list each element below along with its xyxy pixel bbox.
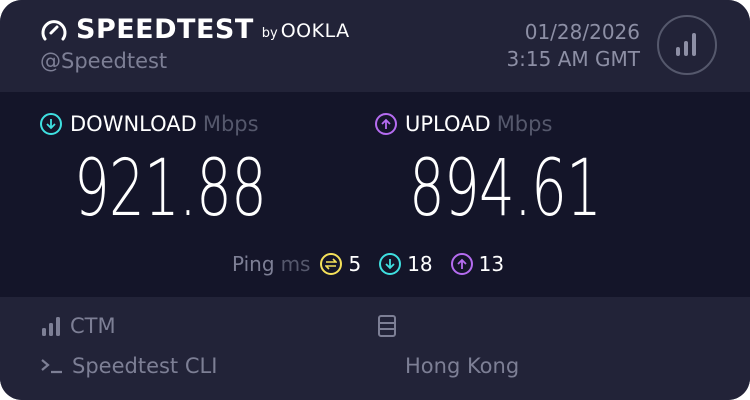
speedtest-logo[interactable]: SPEEDTEST by OOKLA (40, 14, 350, 45)
download-value: 921.88 (74, 144, 267, 234)
download-metric: DOWNLOAD Mbps 921.88 (40, 112, 341, 234)
signal-bars-icon (42, 317, 60, 336)
header: SPEEDTEST by OOKLA @Speedtest 01/28/2026… (0, 0, 750, 92)
ping-row: Ping ms 5 18 13 (232, 252, 505, 276)
timestamp: 01/28/2026 3:15 AM GMT (506, 20, 640, 71)
isp-info: CTM (40, 314, 116, 338)
ping-download: 18 (407, 252, 433, 276)
server-icon-wrap (377, 314, 397, 338)
upload-icon (375, 113, 397, 135)
server-location[interactable]: Hong Kong (405, 354, 520, 378)
ping-idle: 5 (348, 252, 362, 276)
upload-metric: UPLOAD Mbps 894.61 (375, 112, 676, 234)
results: DOWNLOAD Mbps 921.88 UPLOAD Mbps 894.61 … (0, 92, 750, 297)
signal-bars-icon (676, 33, 696, 56)
download-latency-icon (379, 253, 402, 275)
handle: @Speedtest (40, 49, 168, 73)
server-icon (378, 315, 396, 337)
client-info: Speedtest CLI (40, 354, 217, 378)
footer: CTM Speedtest CLI Hong Kong (0, 297, 750, 400)
results-button[interactable] (657, 15, 717, 75)
download-icon (40, 113, 62, 135)
idle-latency-icon (320, 253, 343, 275)
ping-upload: 13 (478, 252, 505, 276)
gauge-icon (41, 19, 67, 40)
upload-latency-icon (450, 253, 473, 275)
terminal-icon (41, 359, 62, 374)
upload-value: 894.61 (409, 144, 602, 234)
